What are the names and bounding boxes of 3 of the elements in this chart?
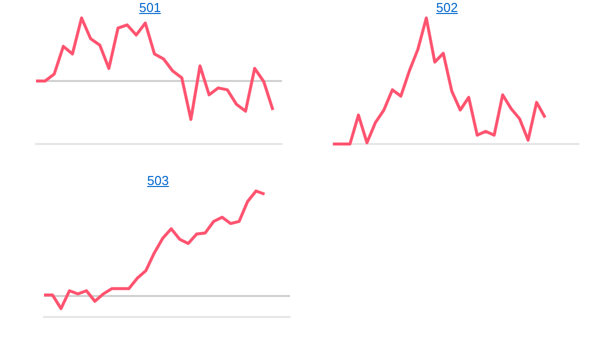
chart-title: 502 (436, 0, 458, 15)
chart-title: 501 (139, 0, 161, 15)
chart-title: 503 (147, 173, 169, 188)
